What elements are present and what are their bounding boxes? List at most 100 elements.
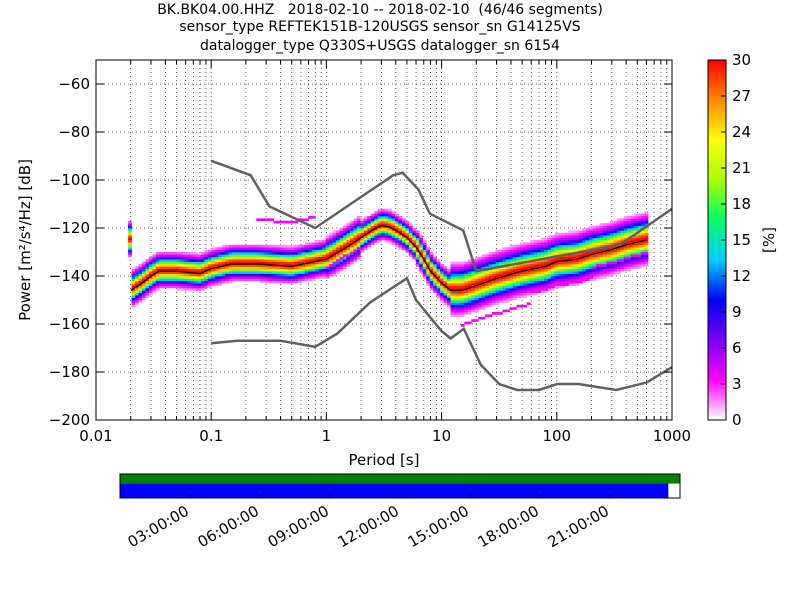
heatmap-cell	[582, 276, 586, 279]
heatmap-cell	[634, 249, 638, 253]
heatmap-cell	[301, 268, 306, 272]
heatmap-cell	[505, 276, 510, 279]
heatmap-cell	[620, 220, 625, 224]
heatmap-cell	[495, 259, 500, 262]
heatmap-cell	[492, 261, 496, 265]
heatmap-cell	[249, 268, 254, 272]
heatmap-cell	[557, 280, 562, 284]
heatmap-cell	[155, 283, 160, 286]
heatmap-cell	[252, 254, 257, 258]
heatmap-cell	[509, 266, 514, 270]
heatmap-cell	[613, 264, 618, 267]
heatmap-cell	[485, 278, 489, 282]
heatmap-cell	[349, 256, 354, 260]
heatmap-cell	[485, 300, 489, 303]
heatmap-cell	[266, 278, 271, 282]
heatmap-cell	[412, 232, 417, 236]
heatmap-cell	[603, 261, 607, 265]
heatmap-cell	[464, 264, 469, 267]
heatmap-cell	[492, 302, 496, 306]
heatmap-cell	[204, 268, 209, 272]
heatmap-cell	[554, 278, 559, 282]
heatmap-cell	[637, 232, 642, 236]
heatmap-cell	[308, 259, 313, 262]
heatmap-cell	[176, 280, 181, 284]
heatmap-cell	[571, 240, 576, 243]
heatmap-cell	[245, 256, 250, 260]
heatmap-cell	[564, 232, 569, 236]
heatmap-cell	[474, 280, 479, 284]
heatmap-cell	[325, 240, 330, 243]
heatmap-cell	[183, 261, 188, 265]
main-axes: 0.01 0.1 1 10 100 1000−200−180−160−140−120−10…	[49, 60, 691, 445]
heatmap-cell	[450, 276, 455, 279]
heatmap-cell	[627, 266, 632, 270]
heatmap-cell	[537, 271, 541, 274]
heatmap-cell	[436, 273, 441, 277]
heatmap-cell	[620, 256, 625, 260]
heatmap-cell	[221, 261, 226, 265]
heatmap-cell	[367, 220, 372, 224]
heatmap-cell	[329, 235, 333, 238]
heatmap-cell	[297, 268, 302, 272]
heatmap-cell	[568, 256, 573, 260]
heatmap-cell	[443, 268, 448, 272]
heatmap-cell	[263, 278, 268, 282]
heatmap-cell	[152, 285, 157, 289]
heatmap-cell	[294, 254, 299, 258]
heatmap-cell	[145, 268, 150, 272]
heatmap-cell	[155, 278, 160, 282]
heatmap-cell	[509, 288, 514, 291]
heatmap-cell	[287, 280, 292, 284]
heatmap-cell	[516, 304, 521, 308]
heatmap-cell	[450, 302, 455, 306]
heatmap-cell	[311, 273, 316, 277]
heatmap-cell	[287, 259, 292, 262]
heatmap-cell	[353, 256, 358, 260]
heatmap-cell	[239, 278, 243, 282]
heatmap-cell	[512, 290, 517, 294]
heatmap-cell	[135, 295, 139, 298]
heatmap-cell	[613, 240, 618, 243]
heatmap-cell	[474, 288, 479, 291]
heatmap-cell	[273, 247, 278, 250]
heatmap-cell	[582, 235, 586, 238]
heatmap-cell	[492, 264, 496, 267]
heatmap-cell	[277, 244, 281, 248]
heatmap-cell	[457, 290, 462, 294]
heatmap-cell	[211, 249, 216, 253]
heatmap-cell	[554, 285, 559, 289]
heatmap-cell	[381, 208, 385, 212]
heatmap-cell	[301, 247, 306, 250]
heatmap-cell	[183, 252, 188, 255]
heatmap-cell	[620, 240, 625, 243]
heatmap-cell	[367, 228, 372, 231]
heatmap-cell	[363, 247, 368, 250]
heatmap-cell	[547, 261, 552, 265]
heatmap-cell	[211, 280, 216, 284]
heatmap-cell	[603, 225, 607, 229]
heatmap-cell	[343, 232, 347, 236]
heatmap-cell	[596, 228, 600, 231]
heatmap-cell	[356, 249, 361, 253]
heatmap-cell	[603, 256, 607, 260]
heatmap-cell	[235, 247, 240, 250]
heatmap-cell	[176, 283, 181, 286]
heatmap-cell	[391, 225, 396, 229]
heatmap-cell	[599, 259, 604, 262]
heatmap-cell	[166, 283, 171, 286]
heatmap-cell	[561, 278, 566, 282]
heatmap-cell	[492, 254, 496, 258]
heatmap-cell	[599, 235, 604, 238]
heatmap-cell	[180, 276, 184, 279]
heatmap-cell	[450, 271, 455, 274]
heatmap-cell	[322, 249, 326, 253]
heatmap-cell	[128, 242, 132, 246]
heatmap-cell	[533, 252, 538, 255]
heatmap-cell	[277, 280, 281, 284]
heatmap-cell	[419, 237, 424, 241]
heatmap-cell	[485, 264, 489, 267]
heatmap-cell	[589, 271, 593, 274]
heatmap-cell	[582, 266, 586, 270]
heatmap-cell	[419, 271, 424, 274]
